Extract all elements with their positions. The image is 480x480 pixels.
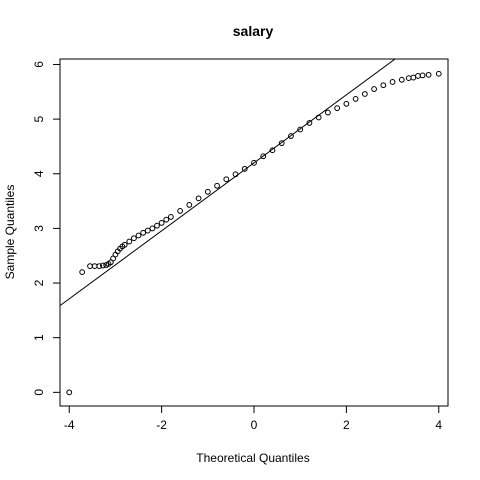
data-point xyxy=(158,220,165,226)
data-point xyxy=(100,262,106,269)
data-point xyxy=(325,109,331,116)
x-tick-label: 2 xyxy=(343,418,350,432)
plot-layer: -4 -2 0 2 4 0 1 2 3 4 5 6 xyxy=(32,58,449,432)
data-point xyxy=(306,120,313,126)
data-point xyxy=(204,188,211,195)
x-tick-label: -4 xyxy=(64,418,75,432)
reference-line xyxy=(60,59,396,307)
data-point xyxy=(251,159,257,166)
data-point xyxy=(297,126,304,133)
data-point xyxy=(214,182,220,189)
data-point xyxy=(260,153,267,160)
y-tick-label: 2 xyxy=(32,279,46,286)
data-point xyxy=(371,86,377,92)
data-point xyxy=(131,235,137,242)
data-point xyxy=(389,79,396,85)
data-point xyxy=(186,202,193,208)
plot-frame xyxy=(59,58,449,407)
data-point xyxy=(149,225,156,232)
data-point xyxy=(79,269,86,276)
data-point xyxy=(135,232,142,239)
data-point xyxy=(223,176,230,183)
data-point xyxy=(126,238,133,245)
data-point xyxy=(425,71,432,78)
data-point xyxy=(398,76,405,83)
x-tick-label: -2 xyxy=(156,418,167,432)
data-point xyxy=(177,208,183,214)
data-point xyxy=(154,222,160,229)
data-point xyxy=(343,100,350,107)
data-point xyxy=(167,214,174,220)
y-tick-label: 6 xyxy=(32,61,46,68)
y-tick-label: 3 xyxy=(32,225,46,232)
data-point xyxy=(96,263,103,270)
data-point xyxy=(140,229,147,236)
data-point xyxy=(352,95,359,102)
data-point xyxy=(241,165,248,172)
data-point xyxy=(410,74,417,81)
data-point xyxy=(288,133,294,139)
data-point xyxy=(66,389,73,396)
x-axis-label: Theoretical Quantiles xyxy=(196,451,309,465)
y-tick-label: 5 xyxy=(32,115,46,122)
data-point xyxy=(315,114,322,121)
y-tick-label: 4 xyxy=(32,170,46,177)
data-point xyxy=(163,216,170,223)
data-point xyxy=(269,147,276,154)
y-tick-label: 0 xyxy=(32,389,46,396)
data-point xyxy=(419,72,426,79)
data-point xyxy=(195,195,202,202)
data-point xyxy=(405,75,412,82)
data-point xyxy=(232,171,239,178)
data-point xyxy=(121,241,128,248)
x-tick-label: 4 xyxy=(435,418,442,432)
data-point xyxy=(415,73,421,79)
data-point xyxy=(144,227,151,234)
data-point xyxy=(380,82,387,89)
x-tick-label: 0 xyxy=(251,418,258,432)
y-tick-label: 1 xyxy=(32,334,46,341)
data-point xyxy=(91,263,98,270)
data-point xyxy=(87,263,93,270)
data-point xyxy=(334,105,341,112)
data-point xyxy=(361,91,368,97)
y-axis-label: Sample Quantiles xyxy=(3,185,17,280)
data-point xyxy=(435,70,442,77)
data-point xyxy=(278,140,285,147)
chart-title: salary xyxy=(233,23,274,39)
